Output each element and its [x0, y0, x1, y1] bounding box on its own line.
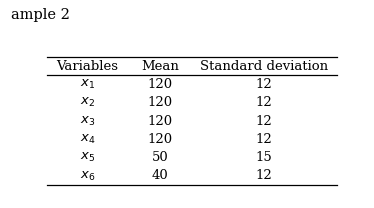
Text: ample 2: ample 2 [11, 8, 70, 22]
